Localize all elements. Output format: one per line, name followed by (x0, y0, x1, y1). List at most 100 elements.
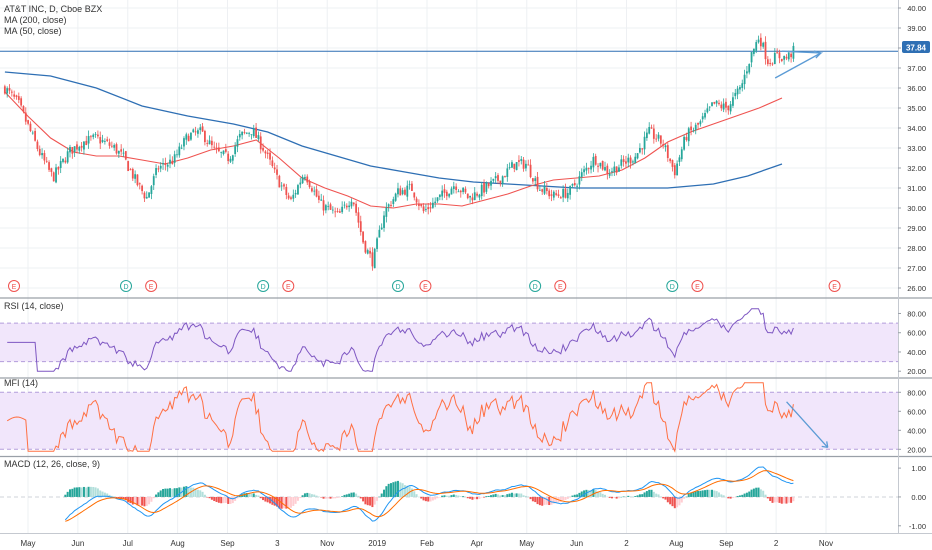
dividend-marker[interactable]: D (529, 280, 542, 292)
candle (783, 55, 786, 65)
macd-histogram-bar (715, 491, 718, 497)
candle (478, 193, 481, 201)
macd-histogram-bar (343, 494, 346, 497)
mfi-legend: MFI (14) (4, 378, 38, 388)
dividend-marker[interactable]: D (120, 280, 132, 292)
candle (727, 105, 730, 115)
mfi-trend-arrowhead (821, 441, 829, 449)
candle-body (215, 147, 218, 150)
macd-axis-tick-label: 0.00 (911, 493, 926, 502)
candle (334, 207, 337, 218)
candle (711, 102, 713, 107)
macd-histogram-bar (566, 496, 569, 499)
candle (48, 160, 50, 173)
trend-drawing[interactable] (774, 50, 824, 79)
earnings-marker[interactable]: E (8, 280, 20, 292)
macd-histogram-bar (152, 496, 155, 499)
candle-body (750, 52, 753, 63)
candle-body (185, 134, 188, 140)
macd-histogram-bar (517, 493, 520, 497)
earnings-marker[interactable]: E (691, 280, 704, 292)
candle-body (122, 152, 125, 154)
earnings-marker[interactable]: E (554, 280, 567, 292)
earnings-marker[interactable]: E (419, 280, 432, 292)
candle-body (445, 191, 448, 197)
mfi-pane[interactable] (6, 382, 829, 453)
candle (604, 161, 606, 172)
dividend-marker[interactable]: D (666, 280, 679, 292)
macd-histogram-bar (771, 496, 774, 503)
macd-histogram-bar (543, 496, 546, 505)
macd-histogram-bar (99, 490, 102, 497)
candle (459, 189, 462, 198)
candle (250, 134, 253, 140)
candle-body (494, 176, 497, 179)
candle (645, 128, 648, 141)
candle (20, 96, 23, 108)
candle (8, 84, 11, 95)
price-axis-tick-label: 31.00 (907, 184, 926, 193)
dividend-marker[interactable]: D (257, 280, 270, 292)
macd-histogram-bar (85, 487, 88, 497)
candle (352, 202, 355, 207)
candle-body (197, 130, 199, 134)
candle (366, 248, 369, 255)
candle (299, 177, 302, 189)
macd-histogram-bar (476, 496, 479, 500)
candle-body (427, 207, 430, 210)
candle-body (457, 191, 460, 193)
candle-body (210, 140, 213, 146)
earnings-marker[interactable]: E (145, 280, 158, 292)
macd-pane[interactable] (64, 466, 795, 522)
candle (506, 163, 509, 182)
candle-body (639, 147, 641, 153)
macd-histogram-bar (678, 496, 681, 506)
candle (87, 130, 90, 149)
event-label: E (12, 284, 17, 291)
candle-body (452, 186, 455, 189)
macd-histogram-bar (641, 494, 644, 497)
price-axis-tick-label: 28.00 (907, 244, 926, 253)
dividend-marker[interactable]: D (392, 280, 404, 292)
candle-body (752, 48, 755, 54)
candle (255, 123, 257, 139)
candle (450, 186, 453, 195)
candle-body (545, 187, 548, 192)
candle (10, 89, 13, 97)
rsi-pane[interactable] (7, 308, 794, 372)
event-label: D (395, 284, 400, 291)
candle (692, 127, 695, 133)
candle-body (87, 136, 90, 144)
candle (573, 179, 576, 187)
time-tick-label: May (519, 539, 534, 548)
mfi-trend-drawing[interactable] (786, 401, 829, 448)
macd-histogram-bar (387, 483, 390, 497)
candle-body (662, 144, 665, 146)
candle (706, 103, 709, 114)
candle (722, 98, 725, 113)
candle (576, 183, 578, 192)
candle (231, 154, 234, 165)
earnings-marker[interactable]: E (828, 280, 841, 292)
candle-body (390, 204, 392, 206)
candle (732, 92, 734, 109)
earnings-marker[interactable]: E (282, 280, 295, 292)
candle (124, 150, 127, 161)
candle-body (392, 199, 395, 205)
candle-body (311, 188, 313, 192)
macd-histogram-bar (194, 488, 197, 497)
macd-legend: MACD (12, 26, close, 9) (4, 459, 100, 469)
candle (117, 150, 120, 159)
macd-histogram-bar (443, 495, 446, 497)
candle-body (383, 215, 385, 228)
candle-body (36, 141, 39, 150)
candle-body (431, 202, 434, 208)
candle (276, 164, 278, 180)
candle (362, 231, 364, 245)
candle-body (324, 205, 327, 211)
candle (269, 148, 271, 166)
macd-histogram-bar (506, 494, 509, 497)
macd-histogram-bar (171, 488, 174, 497)
